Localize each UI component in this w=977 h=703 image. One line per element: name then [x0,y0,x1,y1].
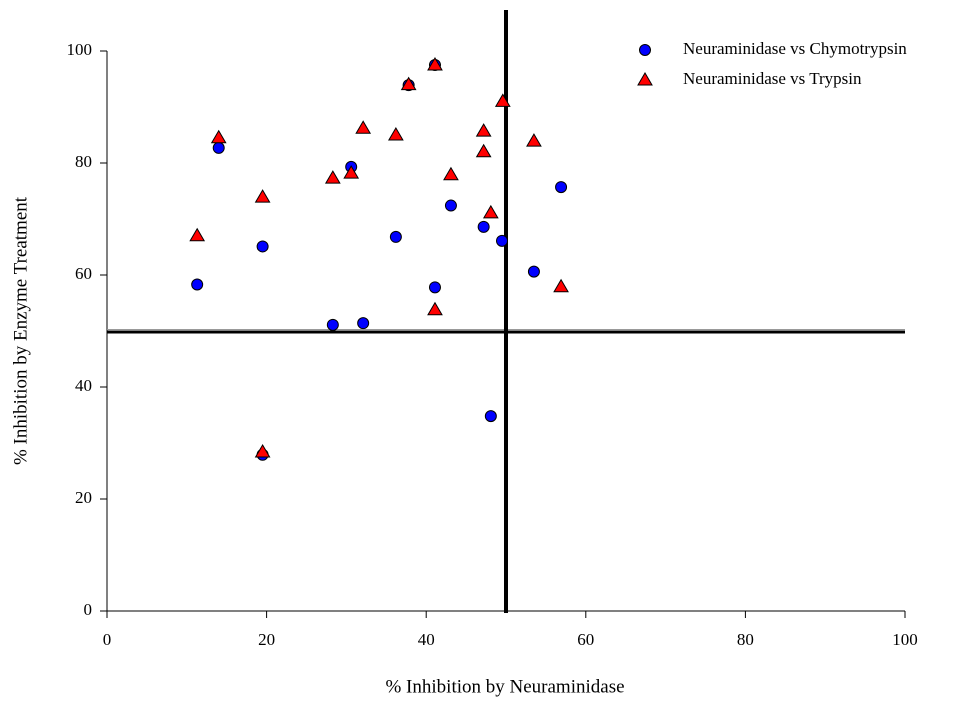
data-point [427,57,443,71]
data-point [496,234,509,247]
y-tick-label: 20 [75,488,92,507]
data-point [355,120,372,134]
data-point [388,127,404,141]
x-tick-label: 40 [418,630,435,649]
legend-marker [639,44,651,56]
data-point [484,410,497,423]
data-point [553,278,569,293]
y-tick-label: 80 [75,152,92,171]
y-tick-label: 0 [84,600,93,619]
data-point [189,227,206,242]
data-point [191,278,204,291]
legend-label: Neuraminidase vs Trypsin [683,69,862,88]
legend-label: Neuraminidase vs Chymotrypsin [683,39,907,58]
data-point [212,141,225,154]
legend-marker [637,72,653,86]
data-point [254,189,271,203]
data-point [475,123,492,137]
data-point [256,240,269,253]
data-point [494,93,511,107]
y-tick-label: 100 [67,40,93,59]
data-point [475,143,492,158]
y-tick-label: 60 [75,264,92,283]
data-point [389,230,402,243]
x-tick-label: 20 [258,630,275,649]
x-tick-label: 100 [892,630,918,649]
x-tick-label: 0 [103,630,112,649]
data-point [400,76,417,91]
x-tick-label: 60 [577,630,594,649]
data-point [444,199,457,212]
y-axis-title: % Inhibition by Enzyme Treatment [10,196,31,465]
y-tick-label: 40 [75,376,92,395]
data-point [555,181,568,194]
data-point [254,443,271,458]
data-point [357,317,370,330]
data-point [343,165,360,179]
data-point [324,170,341,184]
data-point [210,129,227,144]
data-point [443,166,459,181]
data-point [428,281,441,294]
data-point [482,204,499,219]
data-point [477,220,490,233]
x-tick-label: 80 [737,630,754,649]
data-point [526,133,542,147]
data-point [326,318,339,331]
data-point [527,265,540,278]
data-point [427,301,443,316]
x-axis-title: % Inhibition by Neuraminidase [385,676,624,697]
